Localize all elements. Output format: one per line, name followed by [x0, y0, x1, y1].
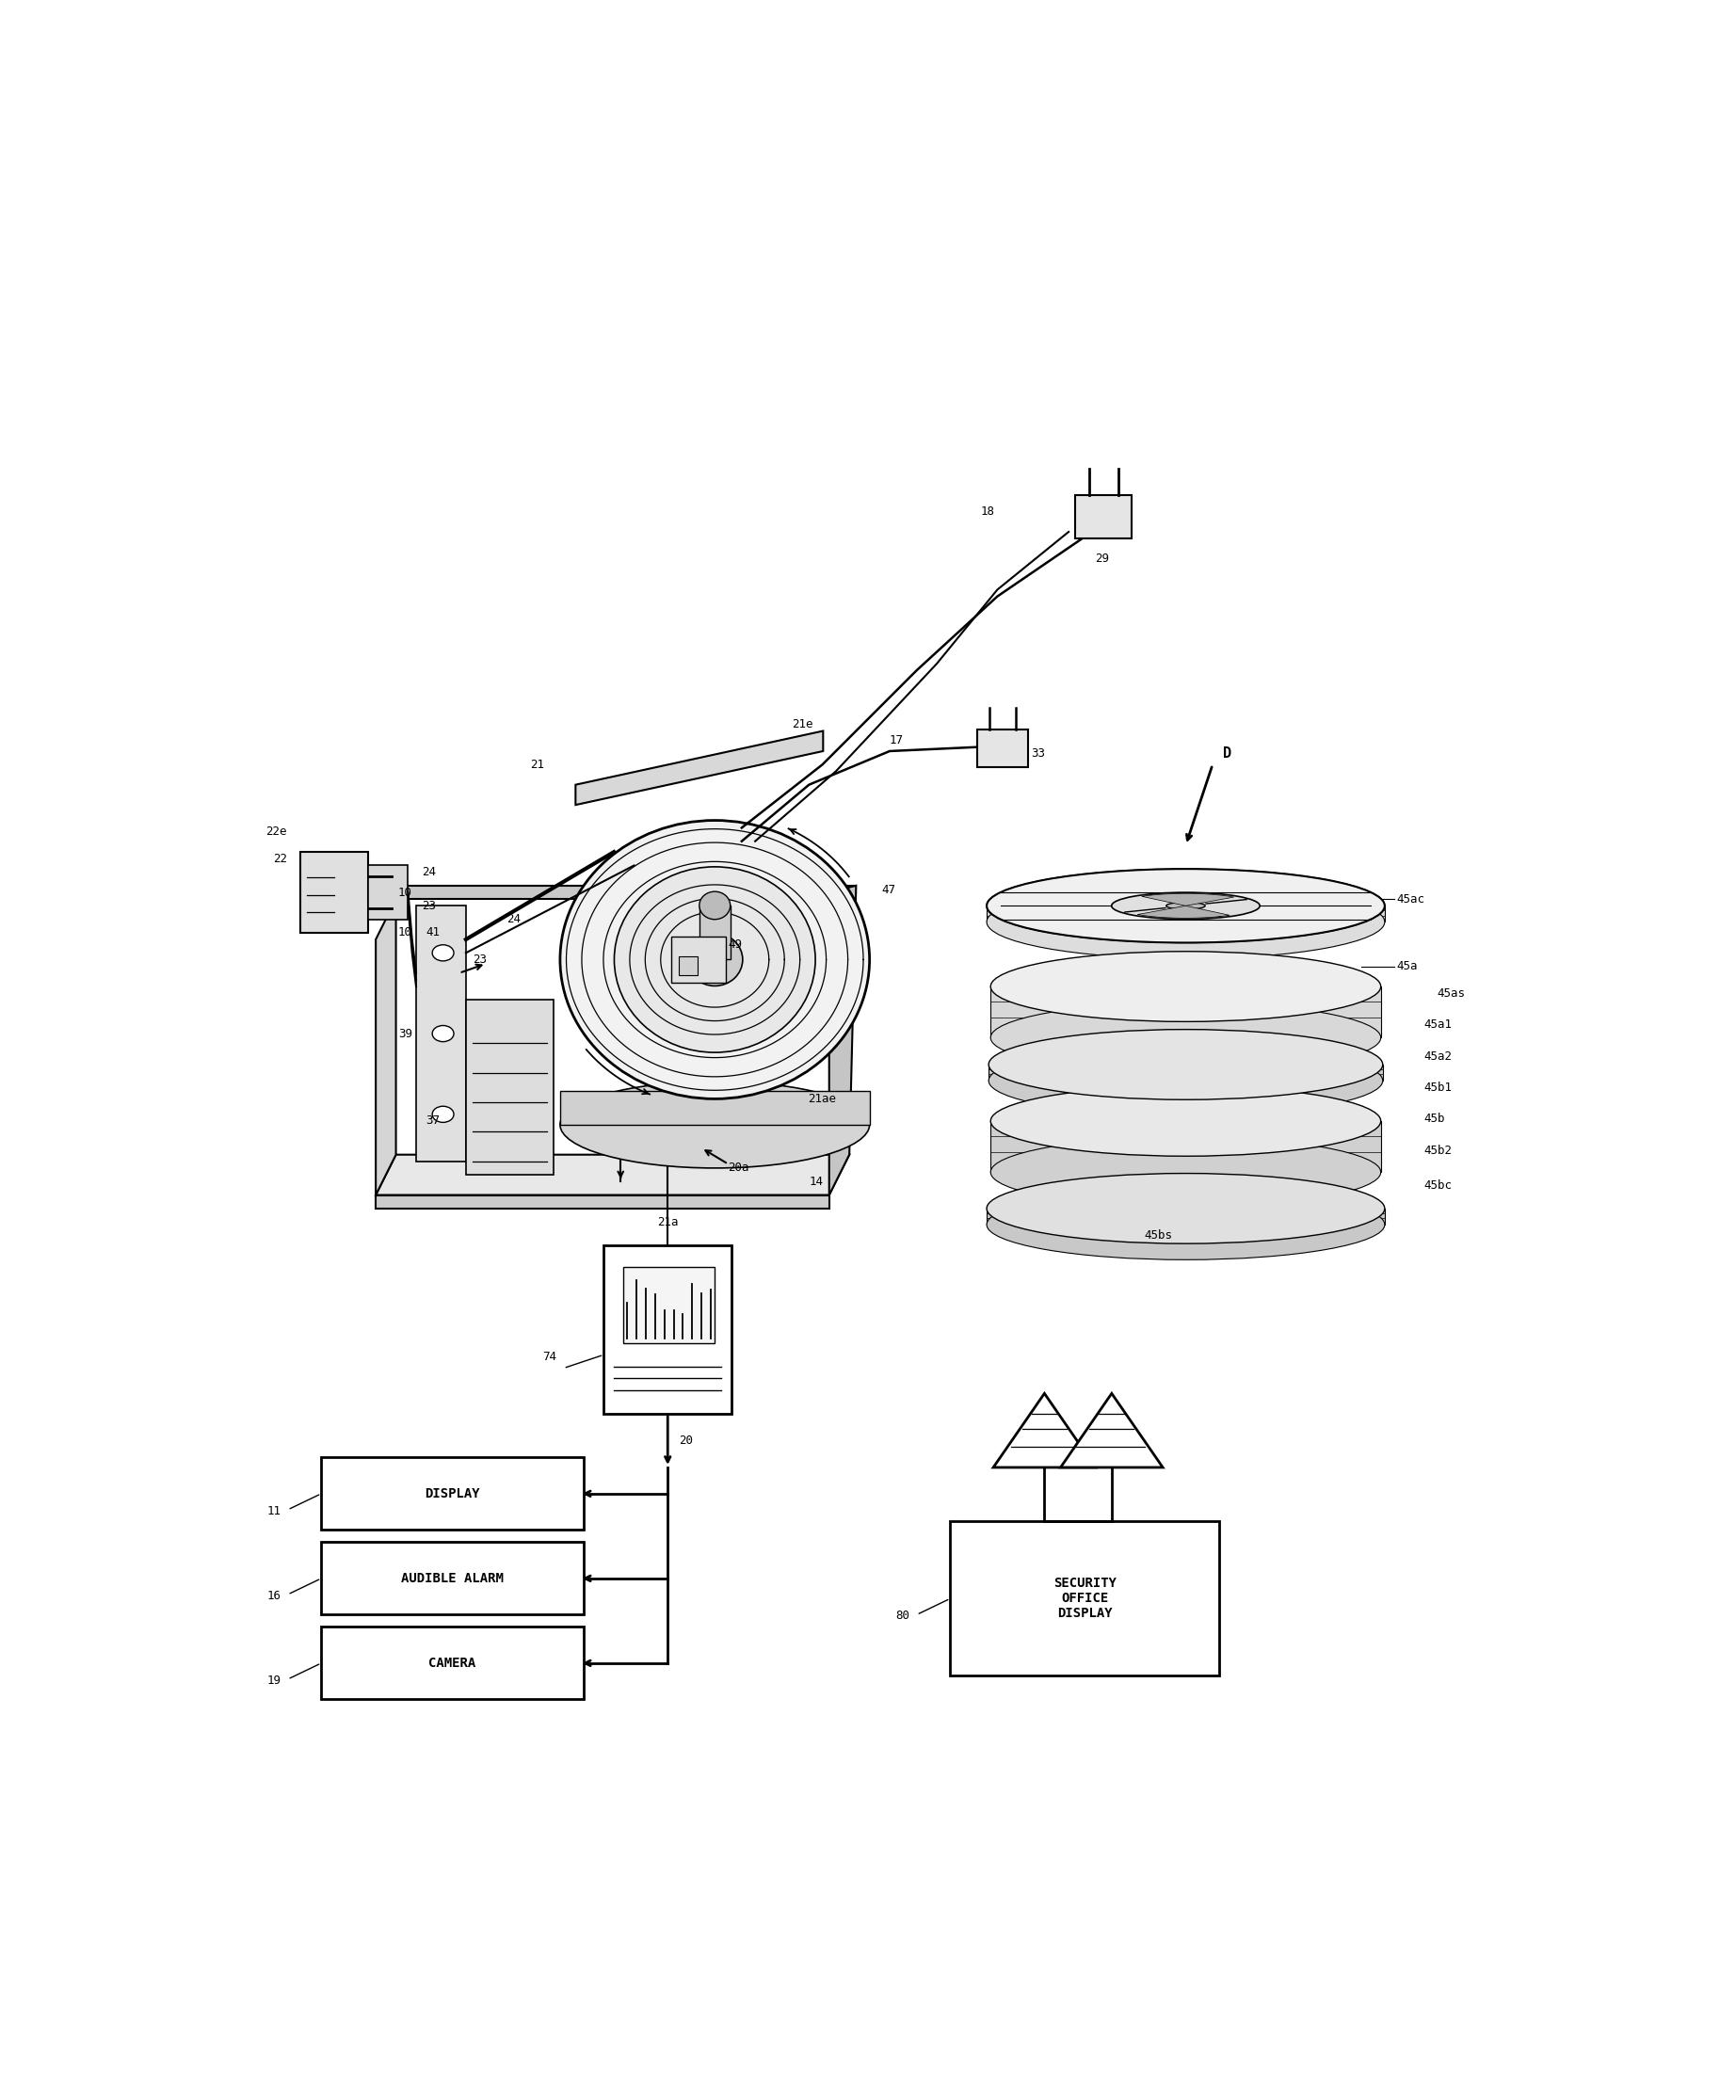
Ellipse shape — [615, 867, 816, 1052]
Ellipse shape — [986, 884, 1385, 960]
Text: 47: 47 — [882, 884, 896, 897]
Bar — [368, 865, 408, 920]
Bar — [672, 937, 726, 983]
Text: 20: 20 — [679, 1434, 693, 1447]
Ellipse shape — [986, 1174, 1385, 1243]
Bar — [300, 853, 368, 932]
Text: 23: 23 — [422, 899, 436, 911]
Ellipse shape — [700, 892, 731, 920]
Text: 74: 74 — [543, 1350, 557, 1363]
Polygon shape — [991, 987, 1380, 1037]
Polygon shape — [1061, 1394, 1163, 1468]
Text: 45b: 45b — [1424, 1113, 1444, 1124]
Ellipse shape — [432, 1025, 453, 1042]
Ellipse shape — [990, 1046, 1382, 1115]
Polygon shape — [1137, 905, 1229, 918]
Text: 45a2: 45a2 — [1424, 1050, 1451, 1063]
Bar — [321, 1541, 583, 1615]
Polygon shape — [375, 899, 396, 1195]
Ellipse shape — [990, 1029, 1382, 1100]
Text: 45bs: 45bs — [1144, 1228, 1174, 1241]
Text: 45bc: 45bc — [1424, 1180, 1451, 1191]
Ellipse shape — [432, 1107, 453, 1121]
Ellipse shape — [991, 1136, 1380, 1207]
Polygon shape — [396, 886, 856, 899]
Ellipse shape — [687, 932, 743, 985]
Text: 22e: 22e — [266, 825, 286, 838]
Text: 45b2: 45b2 — [1424, 1144, 1451, 1157]
Text: 20a: 20a — [729, 1161, 750, 1174]
Polygon shape — [986, 905, 1385, 922]
Bar — [679, 956, 698, 974]
Polygon shape — [986, 1207, 1385, 1224]
Ellipse shape — [432, 945, 453, 962]
Bar — [950, 1520, 1219, 1676]
Polygon shape — [1142, 892, 1234, 905]
Text: 24: 24 — [422, 865, 436, 878]
Text: 39: 39 — [398, 1027, 411, 1040]
Text: 24: 24 — [507, 914, 521, 926]
Ellipse shape — [991, 1002, 1380, 1073]
Text: 21e: 21e — [792, 718, 814, 731]
Polygon shape — [991, 1121, 1380, 1172]
Text: CAMERA: CAMERA — [429, 1657, 476, 1670]
Text: D: D — [1224, 748, 1233, 760]
Text: 14: 14 — [809, 1176, 823, 1189]
Text: AUDIBLE ALARM: AUDIBLE ALARM — [401, 1571, 503, 1586]
Text: 41: 41 — [425, 926, 439, 939]
Text: 37: 37 — [425, 1115, 439, 1128]
Text: 33: 33 — [1031, 748, 1045, 760]
Text: 45a1: 45a1 — [1424, 1018, 1451, 1031]
Polygon shape — [561, 1092, 870, 1126]
Ellipse shape — [986, 869, 1385, 943]
Bar — [623, 1266, 715, 1344]
Text: 21ae: 21ae — [807, 1092, 835, 1105]
Text: 10: 10 — [398, 926, 411, 939]
Bar — [604, 1245, 731, 1413]
Bar — [977, 729, 1028, 766]
Text: 19: 19 — [267, 1674, 281, 1686]
Text: 49: 49 — [729, 939, 743, 951]
Polygon shape — [990, 1065, 1382, 1081]
Text: 22: 22 — [273, 853, 286, 865]
Text: 45a: 45a — [1397, 960, 1418, 972]
Bar — [321, 1628, 583, 1699]
Text: 18: 18 — [981, 506, 995, 519]
Text: SECURITY
OFFICE
DISPLAY: SECURITY OFFICE DISPLAY — [1054, 1577, 1116, 1621]
Polygon shape — [576, 731, 823, 804]
Text: 11: 11 — [267, 1506, 281, 1518]
Text: 29: 29 — [1095, 552, 1109, 565]
Polygon shape — [993, 1394, 1095, 1468]
Ellipse shape — [561, 1081, 870, 1168]
Bar — [321, 1457, 583, 1531]
Text: 10: 10 — [398, 886, 411, 899]
Bar — [465, 1000, 554, 1174]
Text: 45b1: 45b1 — [1424, 1081, 1451, 1094]
Polygon shape — [375, 1155, 849, 1195]
Text: DISPLAY: DISPLAY — [425, 1487, 481, 1499]
Bar — [1075, 496, 1132, 538]
Bar — [700, 905, 731, 960]
Ellipse shape — [986, 1189, 1385, 1260]
Ellipse shape — [991, 1086, 1380, 1157]
Polygon shape — [375, 1195, 830, 1207]
Ellipse shape — [986, 869, 1385, 943]
Ellipse shape — [561, 821, 870, 1098]
Text: 45as: 45as — [1437, 987, 1465, 1000]
Text: 23: 23 — [472, 953, 486, 966]
Ellipse shape — [991, 951, 1380, 1021]
Text: 16: 16 — [267, 1590, 281, 1602]
Polygon shape — [830, 886, 856, 1195]
Text: 21a: 21a — [658, 1216, 679, 1228]
Text: 45ac: 45ac — [1397, 892, 1425, 905]
Ellipse shape — [1167, 903, 1205, 909]
Polygon shape — [417, 905, 465, 1161]
Text: 17: 17 — [889, 735, 903, 745]
Ellipse shape — [1111, 892, 1260, 920]
Text: 80: 80 — [896, 1611, 910, 1621]
Text: 21: 21 — [531, 758, 545, 771]
